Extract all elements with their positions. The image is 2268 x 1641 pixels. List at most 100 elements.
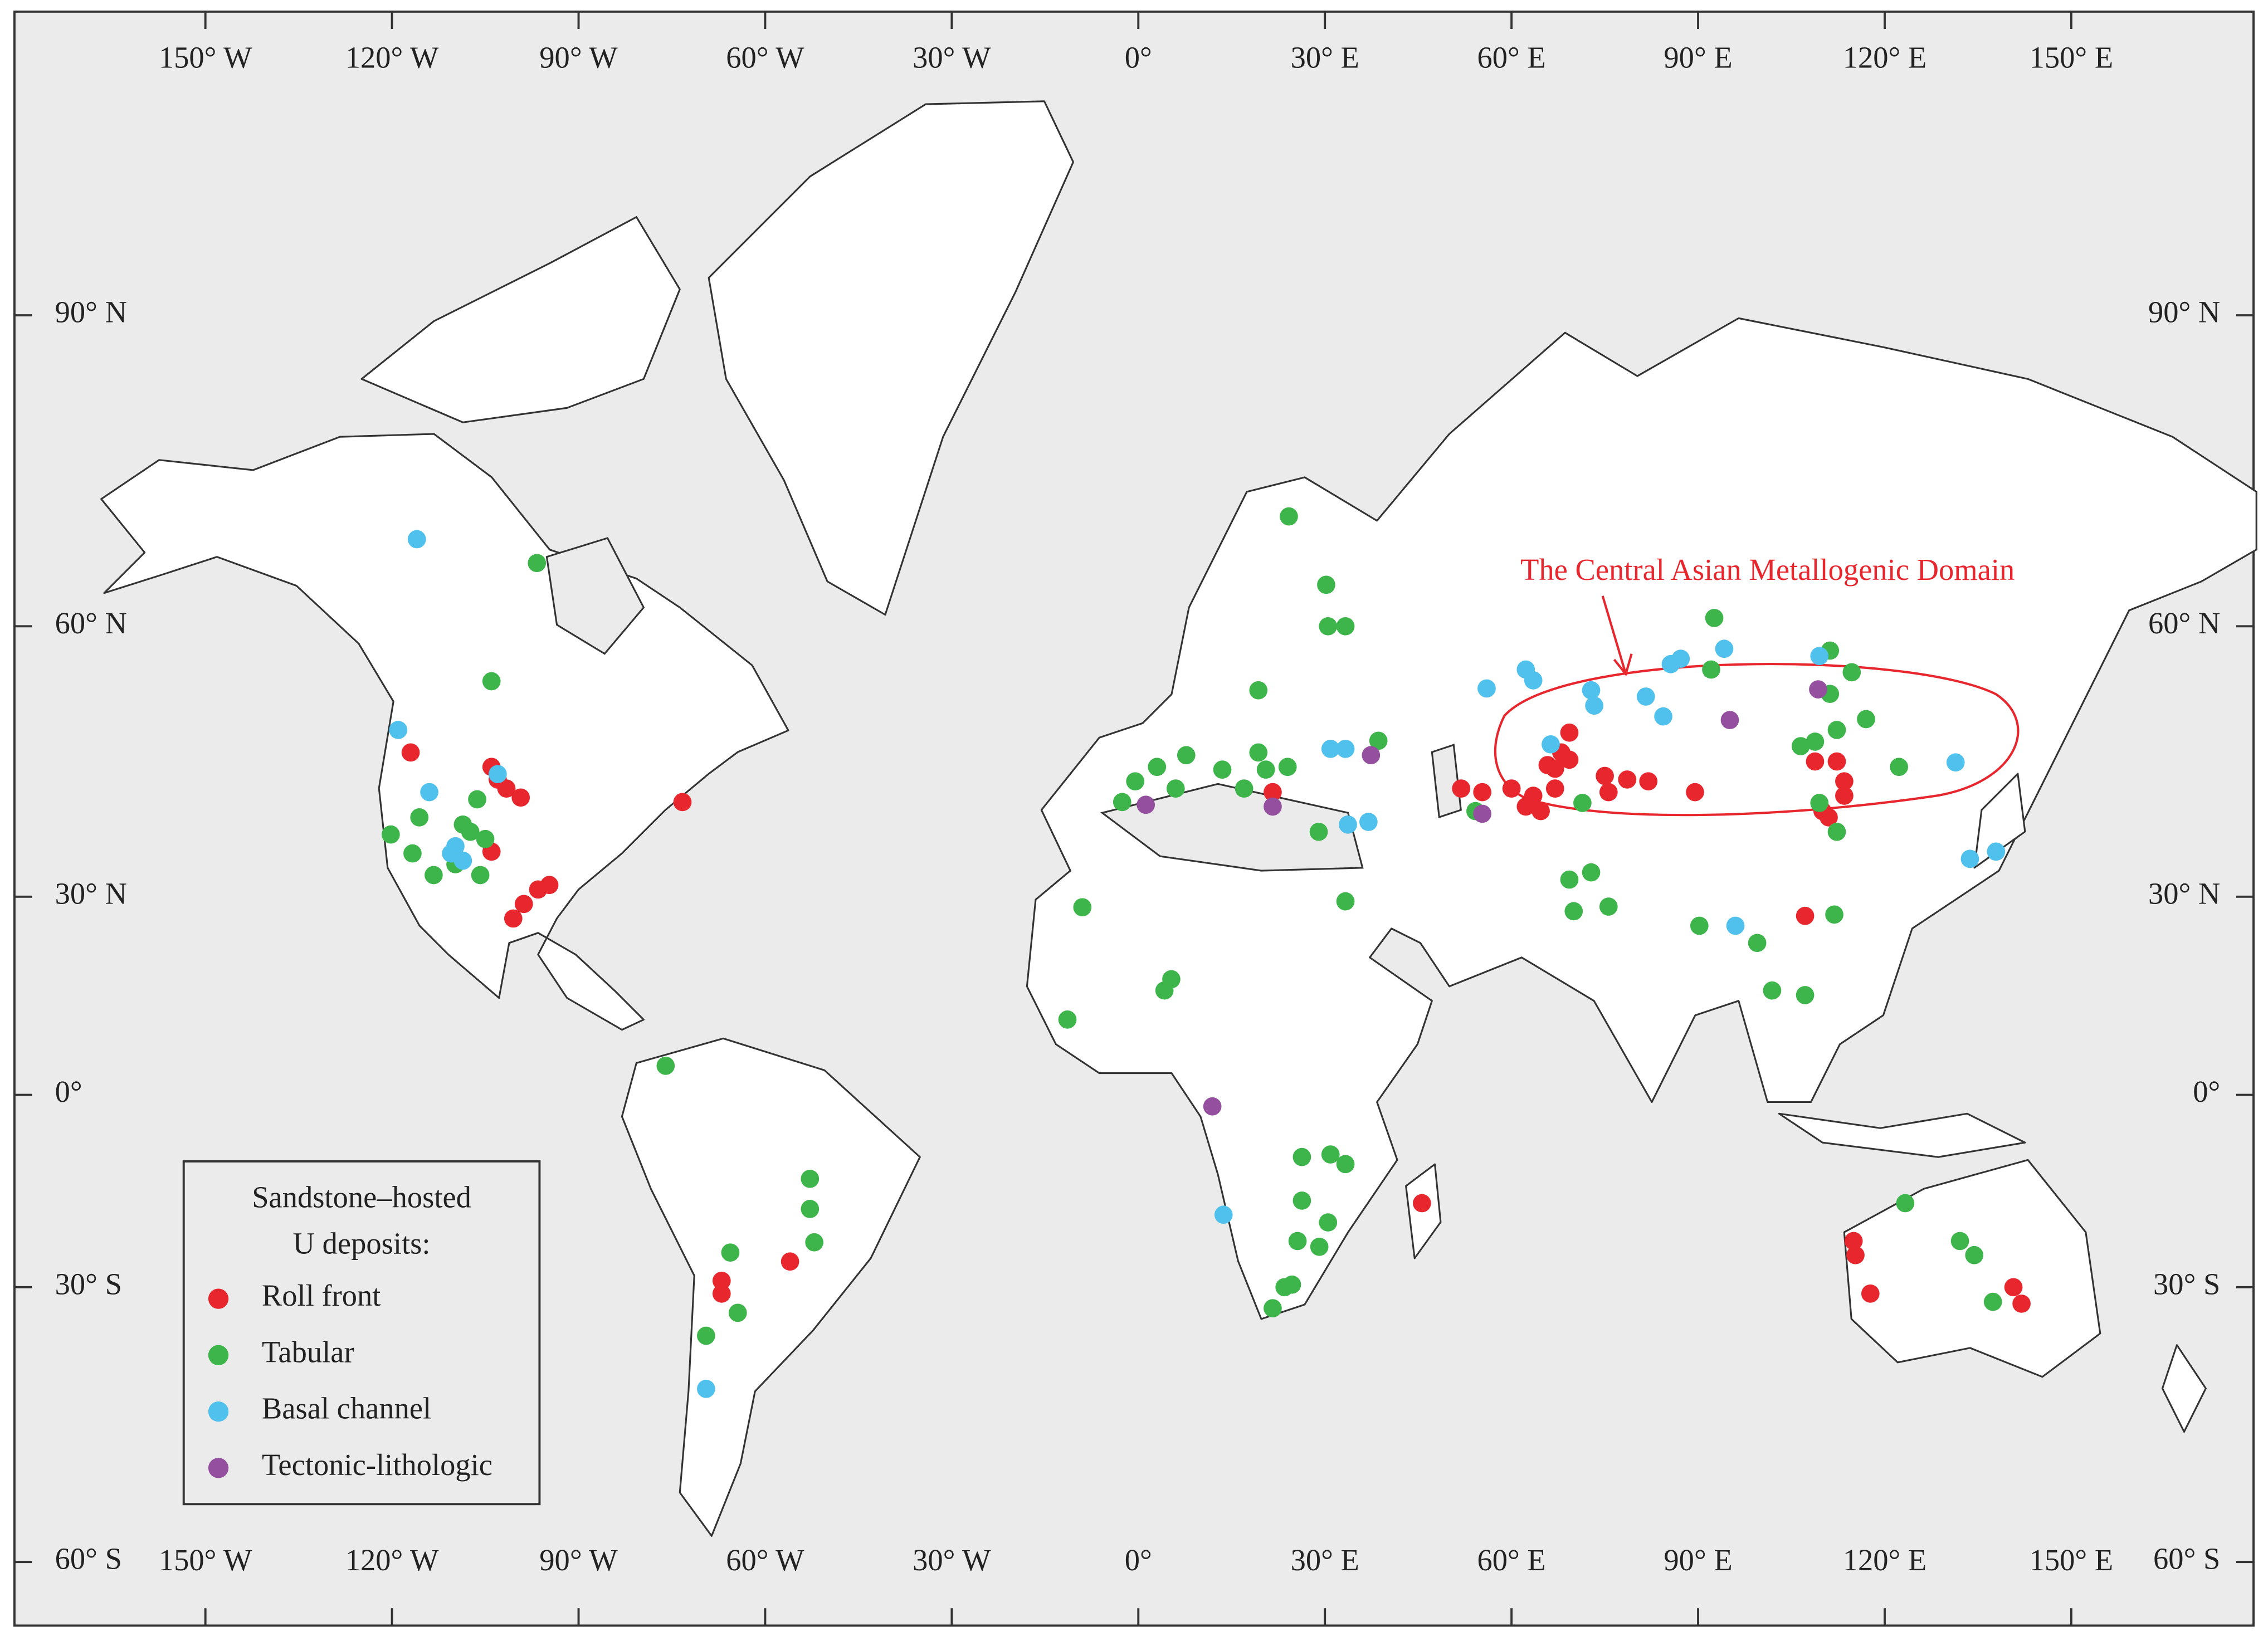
deposit-point — [1542, 735, 1560, 754]
x-tick-label: 30° E — [1291, 1543, 1359, 1577]
legend-box — [182, 1160, 541, 1506]
deposit-point — [1319, 1213, 1338, 1232]
deposit-point — [528, 554, 547, 573]
legend-title: U deposits: — [293, 1227, 431, 1261]
deposit-point — [1715, 639, 1734, 658]
y-tick-label: 30° N — [2148, 876, 2220, 910]
deposit-point — [1827, 721, 1846, 739]
deposit-point — [1369, 731, 1388, 750]
deposit-point — [1336, 617, 1355, 636]
y-tick-label: 60° S — [2153, 1542, 2220, 1576]
deposit-point — [1827, 822, 1846, 841]
deposit-point — [1249, 681, 1268, 700]
x-tick-label: 0° — [1125, 1543, 1152, 1577]
deposit-point — [1264, 1299, 1282, 1318]
legend-swatch — [208, 1345, 229, 1366]
deposit-point — [1618, 770, 1637, 789]
deposit-point — [1203, 1097, 1222, 1116]
deposit-point — [1256, 760, 1275, 779]
deposit-point — [1545, 779, 1564, 798]
deposit-point — [1599, 783, 1618, 802]
deposit-point — [1720, 711, 1739, 729]
x-tick-label: 150° E — [2030, 1543, 2114, 1577]
new-zealand — [2161, 1344, 2207, 1433]
deposit-point — [1564, 902, 1583, 921]
deposits — [382, 507, 2031, 1398]
deposit-point — [721, 1243, 740, 1262]
deposit-point — [1987, 842, 2006, 861]
south-america — [621, 1037, 921, 1537]
deposit-point — [1452, 779, 1471, 798]
deposit-point — [2012, 1295, 2031, 1313]
deposit-point — [1264, 783, 1282, 802]
deposit-point — [1282, 1275, 1301, 1294]
x-tick-label: 150° E — [2030, 41, 2114, 75]
legend-label: Basal channel — [262, 1391, 431, 1425]
legend-swatch — [208, 1401, 229, 1422]
deposit-point — [410, 808, 429, 827]
axes: 150° W 150° W 120° W 120° W 90° W 90° W 60° W 6… — [14, 11, 2254, 1626]
deposit-point — [1960, 849, 1979, 868]
deposit-point — [471, 866, 490, 885]
deposit-point — [1058, 1010, 1077, 1029]
deposit-point — [1473, 783, 1492, 802]
deposit-point — [805, 1233, 823, 1252]
deposit-point — [1582, 863, 1601, 882]
deposit-point — [1748, 934, 1767, 953]
x-tick-label: 90° E — [1664, 41, 1732, 75]
deposit-point — [1965, 1246, 1984, 1264]
deposit-point — [1573, 794, 1592, 812]
y-tick-label: 60° N — [55, 606, 127, 640]
x-tick-label: 30° W — [913, 41, 991, 75]
deposit-point — [1288, 1232, 1307, 1251]
x-tick-label: 60° W — [726, 41, 804, 75]
deposit-point — [1599, 897, 1618, 916]
deposit-point — [1321, 1145, 1340, 1164]
deposit-point — [656, 1056, 675, 1075]
y-tick-label: 30° N — [55, 876, 127, 910]
deposit-point — [468, 790, 486, 809]
deposit-point — [1796, 906, 1815, 925]
deposit-point — [442, 844, 461, 863]
y-tick-label: 0° — [55, 1075, 82, 1108]
deposit-point — [1148, 758, 1167, 776]
y-tick-label: 0° — [2193, 1075, 2220, 1108]
deposit-point — [1810, 794, 1829, 812]
deposit-point — [1280, 507, 1298, 526]
x-tick-label: 120° E — [1843, 1543, 1927, 1577]
deposit-point — [1654, 707, 1672, 726]
deposit-point — [1835, 787, 1854, 805]
deposit-point — [1820, 808, 1838, 827]
deposit-point — [1166, 779, 1185, 798]
deposit-point — [1214, 1205, 1233, 1224]
deposit-point — [420, 783, 438, 802]
deposit-point — [1359, 813, 1378, 831]
deposit-point — [1763, 981, 1782, 1000]
deposit-point — [1796, 986, 1815, 1004]
arctic-islands — [360, 216, 681, 423]
x-tick-label: 60° E — [1477, 41, 1546, 75]
y-tick-label: 60° N — [2148, 606, 2220, 640]
deposit-point — [1950, 1232, 1969, 1251]
deposit-point — [489, 765, 507, 784]
legend-label: Tectonic-lithologic — [262, 1448, 492, 1482]
deposit-point — [1473, 804, 1492, 823]
deposit-point — [1842, 663, 1861, 682]
deposit-point — [1810, 647, 1829, 666]
x-tick-label: 90° W — [539, 1543, 618, 1577]
deposit-point — [1524, 787, 1543, 805]
deposit-point — [1560, 870, 1579, 889]
legend-swatch — [208, 1288, 229, 1309]
deposit-point — [511, 788, 530, 807]
x-tick-label: 60° W — [726, 1543, 804, 1577]
deposit-point — [453, 815, 472, 834]
x-tick-label: 120° W — [345, 41, 439, 75]
deposit-point — [1502, 779, 1521, 798]
deposit-point — [1585, 696, 1603, 715]
deposit-point — [382, 825, 400, 844]
deposit-point — [1844, 1232, 1863, 1251]
deposit-point — [1639, 772, 1658, 791]
deposit-point — [1560, 723, 1579, 742]
deposit-point — [1336, 740, 1355, 758]
